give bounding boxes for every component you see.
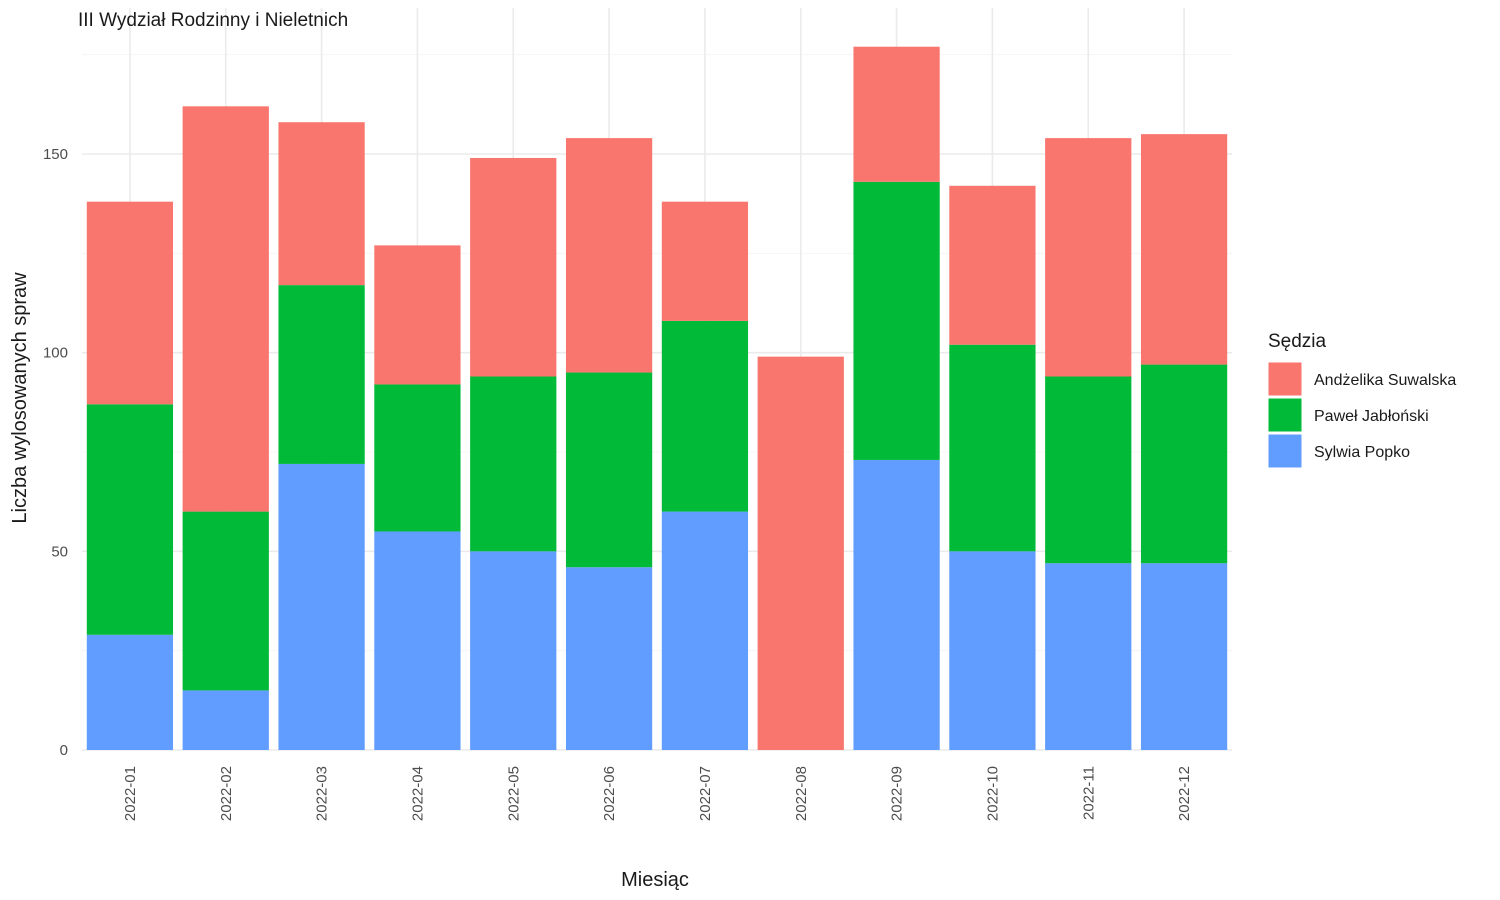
bar-segment [949, 551, 1036, 750]
x-axis-ticks: 2022-01 2022-02 2022-03 2022-04 2022-05 2022-… [122, 766, 1193, 821]
bar-segment [374, 531, 461, 750]
x-tick-label: 2022-05 [505, 766, 522, 821]
x-axis-title: Miesiąc [621, 869, 689, 891]
y-tick-label: 0 [60, 742, 68, 759]
bar-segment [278, 285, 365, 464]
legend-swatch [1267, 433, 1303, 469]
bar-segment [86, 201, 174, 405]
y-axis-title: Liczba wylosowanych spraw [9, 272, 31, 524]
x-tick-label: 2022-08 [793, 766, 810, 821]
x-tick-label: 2022-01 [122, 766, 139, 821]
bar-segment [1045, 376, 1132, 564]
legend-title: Sędzia [1268, 331, 1327, 352]
x-tick-label: 2022-03 [314, 766, 331, 821]
bar-segment [565, 567, 653, 750]
bar-segment [1140, 364, 1228, 564]
legend-label: Sylwia Popko [1314, 444, 1410, 461]
bar-segment [278, 463, 365, 750]
x-tick-label: 2022-07 [697, 766, 714, 821]
bar-segment [661, 320, 749, 512]
bar-segment [374, 384, 461, 532]
bar-segment [853, 181, 940, 460]
bar-segment [470, 157, 557, 377]
bar-segment [565, 372, 653, 568]
bar-segment [661, 201, 749, 321]
bar-segment [470, 551, 557, 750]
bar-segment [470, 376, 557, 552]
y-tick-label: 50 [51, 543, 68, 560]
bar-segment [182, 106, 269, 512]
chart-title: III Wydział Rodzinny i Nieletnich [78, 10, 348, 31]
bar-segment [949, 344, 1036, 552]
bar-segment [374, 245, 461, 385]
legend-swatch [1267, 361, 1303, 397]
bar-segment [1045, 563, 1132, 750]
x-tick-label: 2022-06 [601, 766, 618, 821]
legend-label: Andżelika Suwalska [1314, 372, 1456, 389]
bar-segment [182, 511, 269, 691]
legend-swatch [1267, 397, 1303, 433]
bar-segment [86, 404, 174, 635]
bar-segment [949, 185, 1036, 345]
bar-segment [853, 459, 940, 750]
bars-layer [86, 46, 1228, 750]
x-tick-label: 2022-11 [1080, 766, 1097, 820]
x-tick-label: 2022-04 [409, 766, 426, 821]
bar-segment [757, 356, 844, 750]
bar-segment [278, 122, 365, 286]
y-tick-label: 100 [43, 345, 68, 362]
x-tick-label: 2022-12 [1176, 766, 1193, 821]
bar-segment [1140, 563, 1228, 750]
legend-label: Paweł Jabłoński [1314, 408, 1429, 425]
bar-segment [1045, 138, 1132, 377]
bar-segment [1140, 134, 1228, 365]
x-tick-label: 2022-02 [218, 766, 235, 821]
x-tick-label: 2022-09 [889, 766, 906, 821]
bar-segment [661, 511, 749, 750]
bar-segment [853, 46, 940, 182]
legend: Sędzia Andżelika Suwalska Paweł Jabłoński… [1267, 331, 1456, 469]
y-tick-label: 150 [43, 146, 68, 163]
bar-segment [182, 690, 269, 750]
y-axis-ticks: 0 50 100 150 [43, 146, 68, 759]
bar-segment [86, 634, 174, 750]
bar-segment [565, 138, 653, 373]
x-tick-label: 2022-10 [984, 766, 1001, 821]
